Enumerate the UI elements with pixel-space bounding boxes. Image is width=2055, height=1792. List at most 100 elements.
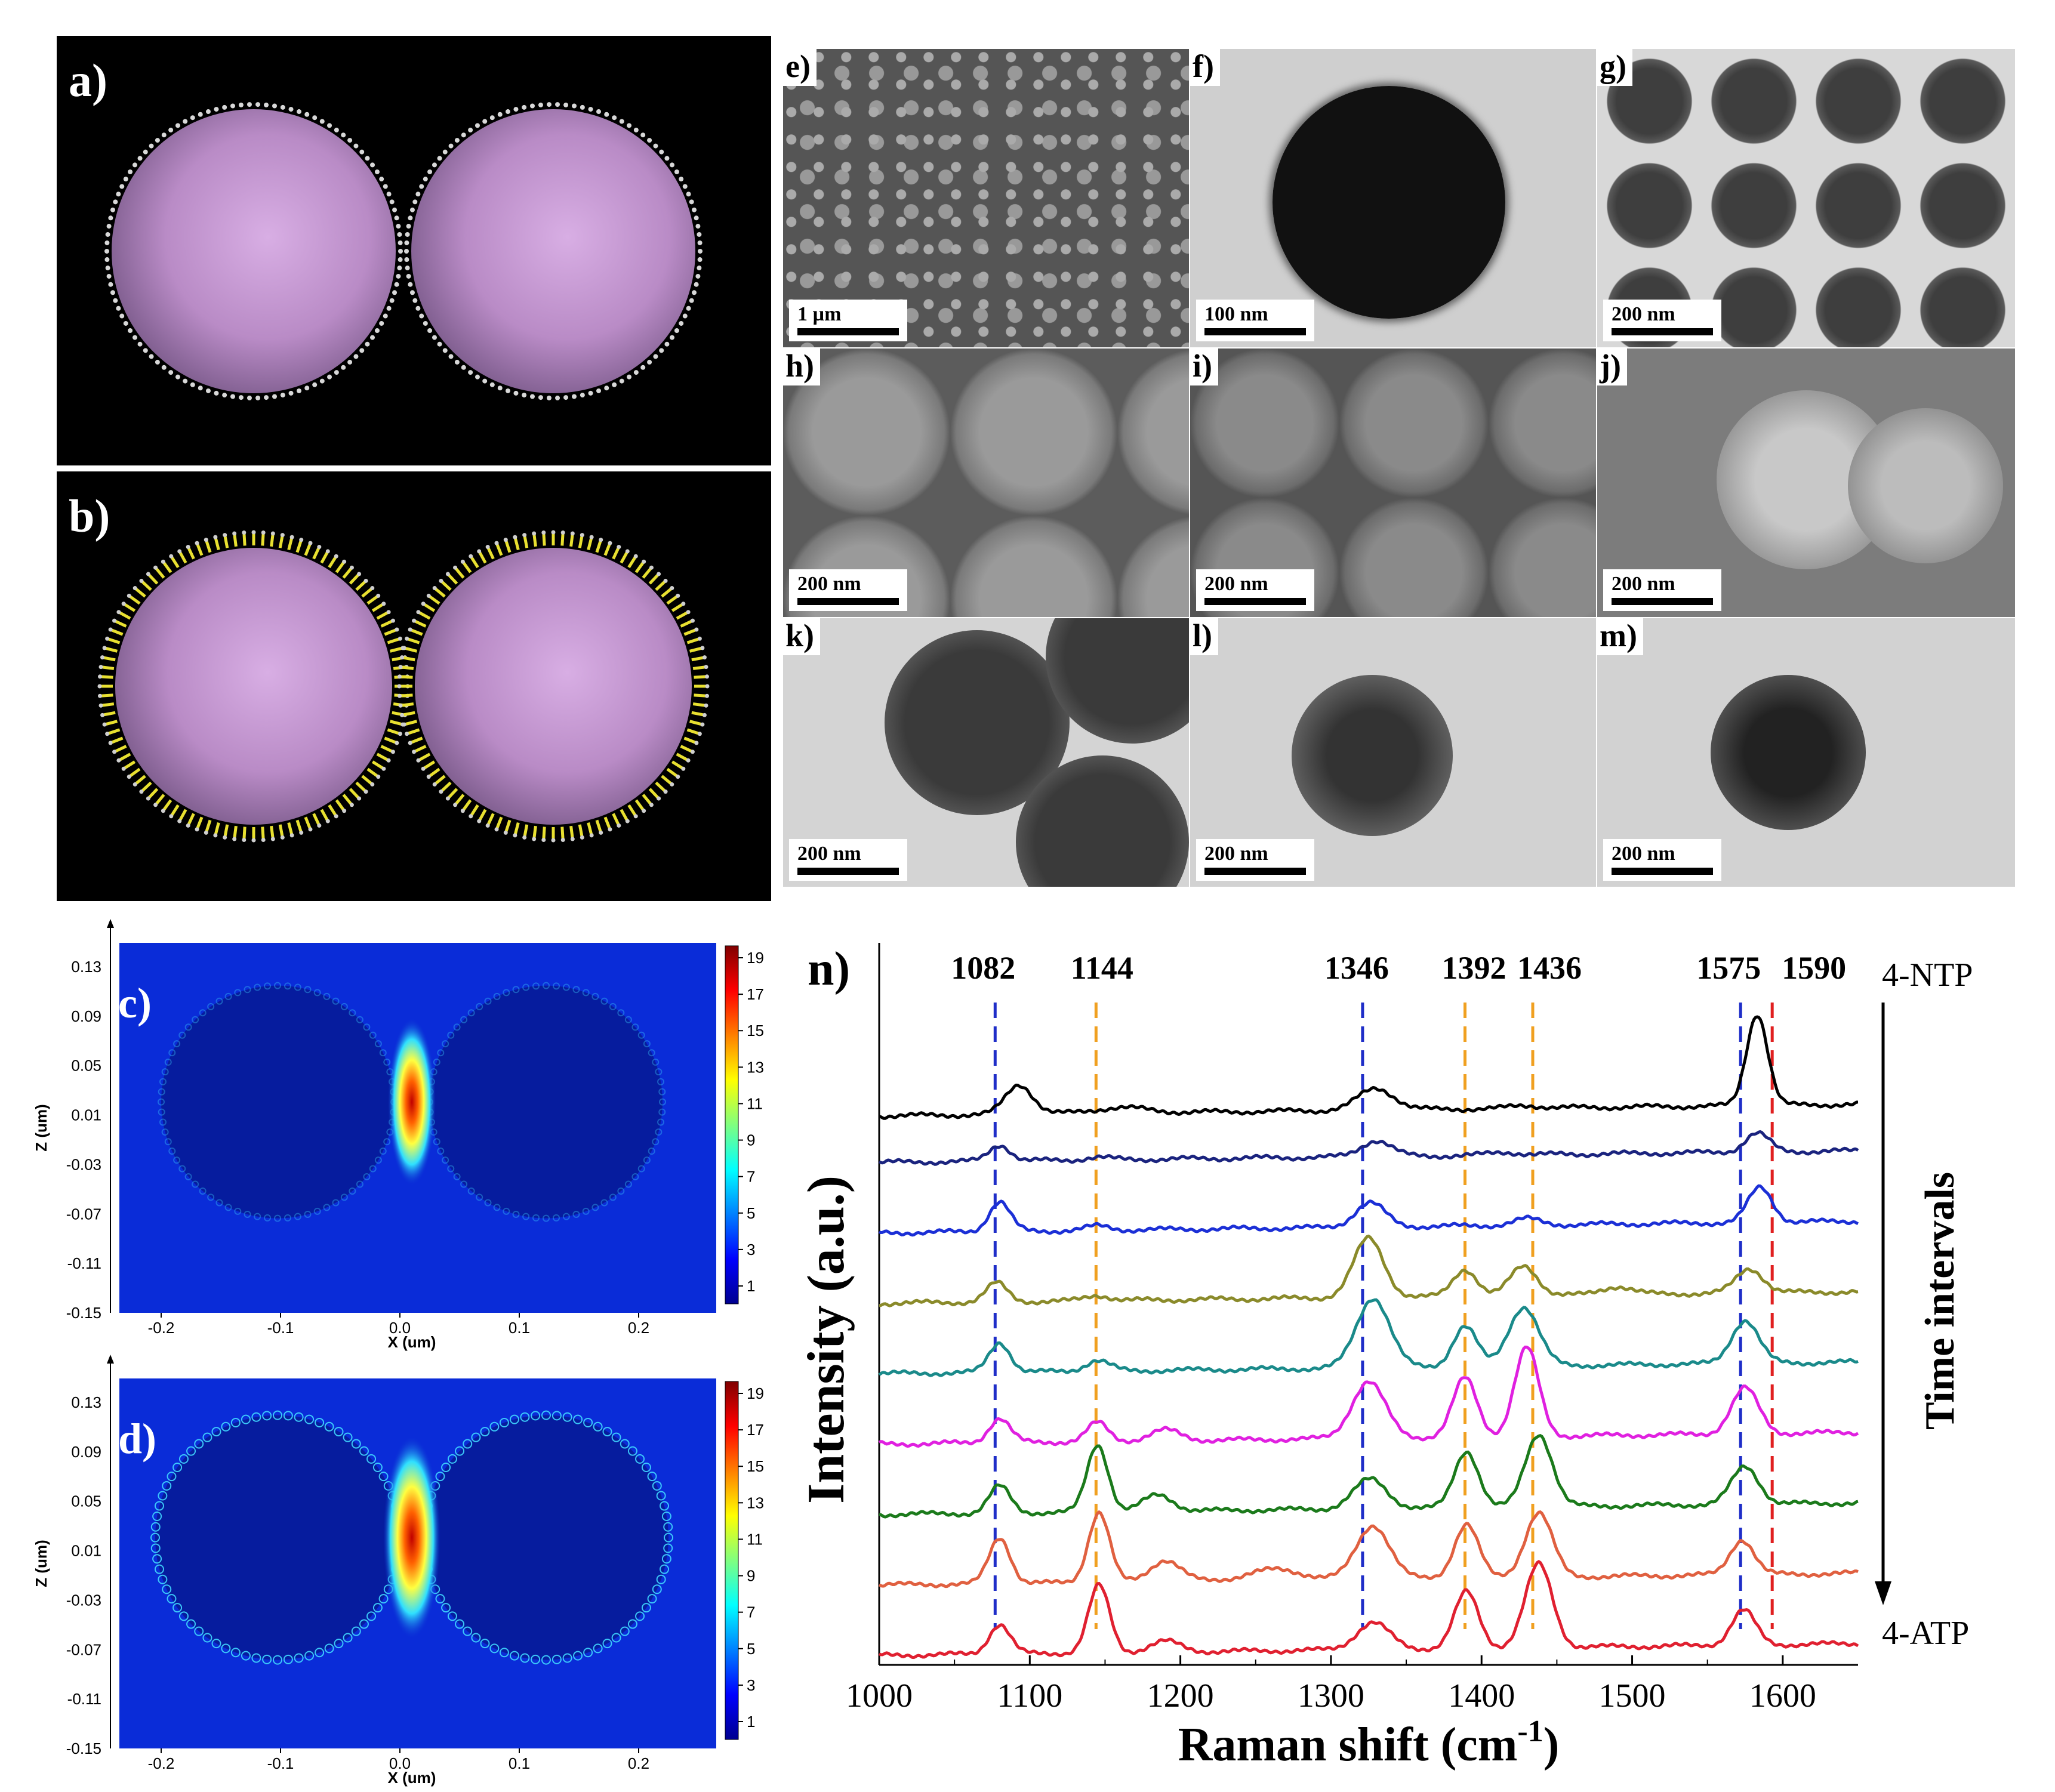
ligand-spike — [461, 560, 472, 573]
ligand-dot — [617, 823, 621, 828]
ligand-dot — [214, 390, 219, 396]
colorbar-tick-label: 11 — [747, 1094, 763, 1112]
ligand-dot — [633, 127, 639, 132]
ligand-dot — [195, 827, 199, 832]
plasmon-ring — [661, 1512, 671, 1522]
ligand-spike — [122, 760, 136, 770]
plasmon-ring — [522, 983, 530, 991]
plasmon-ring — [332, 1199, 340, 1207]
ligand-dot — [308, 541, 313, 545]
ligand-dot — [398, 636, 402, 641]
ligand-dot — [448, 143, 454, 149]
ligand-dot — [204, 538, 208, 542]
ligand-dot — [359, 348, 365, 353]
plasmon-ring — [207, 1003, 215, 1010]
plasmon-ring — [186, 1619, 196, 1629]
ligand-dot — [392, 207, 398, 212]
ligand-spike — [312, 546, 321, 560]
plasmon-ring — [453, 1023, 461, 1031]
plasmon-ring — [499, 1417, 509, 1427]
ligand-spike — [676, 610, 689, 620]
plasmon-ring — [637, 1031, 645, 1039]
ligand-dot — [390, 618, 395, 623]
ligand-dot — [133, 586, 137, 591]
plasmon-ring — [340, 1003, 348, 1010]
ligand-spike — [100, 665, 115, 670]
plasmon-ring — [611, 1432, 621, 1442]
ligand-dot — [538, 102, 543, 107]
ligand-dot — [312, 382, 318, 387]
plasmon-ring — [602, 1427, 612, 1437]
plasmon-ring — [476, 1193, 483, 1201]
ligand-dot — [264, 102, 269, 107]
ligand-dot — [697, 232, 702, 237]
x-tick-label: -0.1 — [267, 1319, 294, 1337]
ligand-spike — [122, 602, 136, 612]
colorbar-tick-label: 15 — [747, 1022, 764, 1040]
ligand-spike — [403, 720, 418, 726]
plasmon-ring — [356, 1016, 363, 1023]
ligand-dot — [386, 192, 392, 197]
plasmon-ring — [543, 982, 550, 989]
plasmon-ring — [652, 1481, 662, 1491]
plasmon-ring — [158, 1574, 168, 1584]
ligand-spike — [595, 819, 603, 834]
plasmon-ring — [199, 1187, 207, 1195]
ligand-spike — [686, 637, 701, 644]
panel-a-label: a) — [69, 54, 107, 106]
y-tick-label: -0.11 — [67, 1690, 101, 1708]
ligand-spike — [603, 542, 612, 556]
ligand-dot — [555, 395, 560, 400]
ligand-dot — [195, 541, 199, 545]
ligand-spike — [389, 646, 403, 653]
ligand-dot — [572, 103, 577, 109]
ligand-dot — [297, 109, 302, 115]
ligand-dot — [686, 192, 691, 197]
ligand-dot — [396, 224, 401, 229]
plasmon-ring — [476, 1003, 483, 1010]
ligand-dot — [104, 249, 109, 254]
ligand-dot — [453, 803, 458, 807]
y-tick-label: 0.13 — [71, 958, 101, 976]
plasmon-ring — [648, 1148, 655, 1155]
x-axis-label: X (um) — [388, 1333, 436, 1351]
ligand-dot — [475, 123, 480, 128]
ligand-spike — [409, 628, 423, 636]
ligand-dot — [123, 177, 128, 182]
colorbar-tick-label: 11 — [747, 1530, 763, 1548]
plasmon-ring — [467, 1009, 475, 1017]
ligand-dot — [319, 119, 325, 124]
plasmon-ring — [264, 982, 272, 990]
x-tick-label: 1400 — [1448, 1677, 1515, 1714]
plasmon-ring — [453, 1173, 461, 1180]
x-tick-label: 0.1 — [509, 1319, 530, 1337]
ligand-dot — [398, 674, 402, 679]
ligand-spike — [417, 610, 431, 620]
ligand-spike — [361, 775, 374, 786]
ligand-dot — [379, 320, 384, 326]
plasmon-ring — [378, 1472, 389, 1482]
z-axis-arrow — [107, 919, 114, 928]
plasmon-ring — [647, 1472, 657, 1482]
ligand-dot — [398, 240, 403, 245]
ligand-spike — [233, 533, 238, 547]
micrograph-h: h) 200 nm — [783, 348, 1189, 617]
plasmon-ring — [657, 1118, 665, 1126]
ligand-spike — [154, 794, 165, 806]
ligand-spike — [612, 546, 621, 560]
ligand-dot — [412, 618, 417, 623]
ligand-spike — [387, 728, 401, 736]
ligand-dot — [121, 602, 126, 606]
ligand-dot — [132, 162, 137, 168]
ligand-dot — [102, 722, 107, 727]
ligand-dot — [230, 394, 235, 399]
ligand-dot — [570, 837, 575, 841]
plasmon-ring — [178, 1611, 189, 1621]
plasmon-ring — [351, 1626, 361, 1636]
ligand-dot — [386, 758, 391, 763]
plasmon-ring — [154, 1501, 164, 1511]
ligand-spike — [413, 619, 427, 628]
plasmon-ring — [234, 1207, 242, 1215]
panel-b-label: b) — [69, 490, 110, 542]
ligand-dot — [113, 298, 118, 303]
